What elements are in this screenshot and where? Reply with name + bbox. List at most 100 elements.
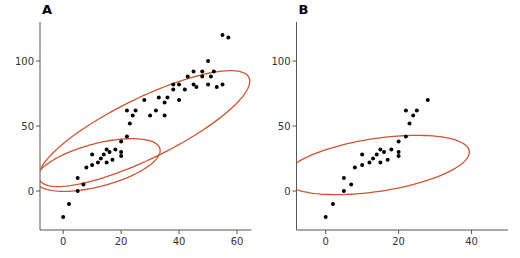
point bbox=[76, 189, 80, 193]
point bbox=[102, 153, 106, 157]
point bbox=[375, 153, 379, 157]
point bbox=[209, 75, 213, 79]
point bbox=[397, 154, 401, 158]
point bbox=[331, 202, 335, 206]
x-tick-label: 0 bbox=[60, 236, 66, 247]
point bbox=[360, 153, 364, 157]
y-tick-label: 50 bbox=[21, 121, 34, 132]
point bbox=[171, 88, 175, 92]
x-tick bbox=[121, 230, 122, 234]
x-tick-label: 60 bbox=[231, 236, 244, 247]
point bbox=[163, 101, 167, 105]
point bbox=[221, 33, 225, 37]
point bbox=[426, 98, 430, 102]
point bbox=[105, 160, 109, 164]
point bbox=[353, 166, 357, 170]
point bbox=[200, 69, 204, 73]
point bbox=[415, 108, 419, 112]
plot-area bbox=[40, 33, 250, 219]
point bbox=[128, 121, 132, 125]
panel: 0204060050100A bbox=[15, 2, 252, 247]
point bbox=[113, 147, 117, 151]
point bbox=[125, 134, 129, 138]
point bbox=[206, 59, 210, 63]
point bbox=[324, 215, 328, 219]
point bbox=[186, 75, 190, 79]
panel: 02040050100B bbox=[271, 2, 508, 247]
panel-label: A bbox=[42, 2, 52, 17]
point bbox=[389, 147, 393, 151]
point bbox=[411, 114, 415, 118]
point bbox=[371, 157, 375, 161]
point bbox=[386, 158, 390, 162]
point bbox=[157, 95, 161, 99]
point bbox=[163, 114, 167, 118]
y-tick bbox=[293, 61, 297, 62]
point bbox=[404, 108, 408, 112]
x-tick-label: 40 bbox=[465, 236, 478, 247]
point bbox=[142, 98, 146, 102]
point bbox=[134, 108, 138, 112]
point bbox=[378, 160, 382, 164]
point bbox=[76, 176, 80, 180]
x-tick bbox=[325, 230, 326, 234]
x-tick-label: 40 bbox=[173, 236, 186, 247]
point bbox=[84, 166, 88, 170]
y-tick-label: 100 bbox=[15, 56, 34, 67]
x-tick-label: 20 bbox=[392, 236, 405, 247]
point bbox=[67, 202, 71, 206]
point bbox=[119, 154, 123, 158]
x-tick bbox=[179, 230, 180, 234]
chart: 0204060050100A02040050100B bbox=[0, 0, 520, 258]
point bbox=[206, 82, 210, 86]
point bbox=[194, 85, 198, 89]
point bbox=[408, 121, 412, 125]
x-tick-label: 20 bbox=[115, 236, 128, 247]
point bbox=[226, 36, 230, 40]
y-tick bbox=[36, 61, 40, 62]
point bbox=[108, 150, 112, 154]
point bbox=[90, 153, 94, 157]
point bbox=[171, 82, 175, 86]
point bbox=[397, 140, 401, 144]
ellipse bbox=[40, 139, 160, 192]
y-tick bbox=[293, 126, 297, 127]
x-tick bbox=[63, 230, 64, 234]
y-tick-label: 0 bbox=[284, 186, 290, 197]
point bbox=[360, 163, 364, 167]
point bbox=[378, 147, 382, 151]
point bbox=[221, 82, 225, 86]
point bbox=[192, 69, 196, 73]
point bbox=[131, 114, 135, 118]
point bbox=[125, 108, 129, 112]
y-tick bbox=[36, 191, 40, 192]
point bbox=[148, 114, 152, 118]
point bbox=[342, 176, 346, 180]
point bbox=[397, 150, 401, 154]
point bbox=[404, 134, 408, 138]
point bbox=[61, 215, 65, 219]
point bbox=[99, 157, 103, 161]
x-tick bbox=[237, 230, 238, 234]
y-tick bbox=[36, 126, 40, 127]
x-axis-line bbox=[297, 230, 509, 231]
point bbox=[183, 88, 187, 92]
y-tick bbox=[293, 191, 297, 192]
point bbox=[119, 140, 123, 144]
x-tick-label: 0 bbox=[322, 236, 328, 247]
point bbox=[81, 183, 85, 187]
point bbox=[165, 95, 169, 99]
ellipse bbox=[297, 135, 470, 194]
x-tick bbox=[398, 230, 399, 234]
point bbox=[119, 150, 123, 154]
point bbox=[96, 160, 100, 164]
y-tick-label: 100 bbox=[271, 56, 290, 67]
point bbox=[177, 82, 181, 86]
point bbox=[342, 189, 346, 193]
point bbox=[212, 69, 216, 73]
plot-area bbox=[297, 98, 470, 219]
point bbox=[177, 98, 181, 102]
x-tick bbox=[471, 230, 472, 234]
point bbox=[154, 108, 158, 112]
point bbox=[382, 150, 386, 154]
